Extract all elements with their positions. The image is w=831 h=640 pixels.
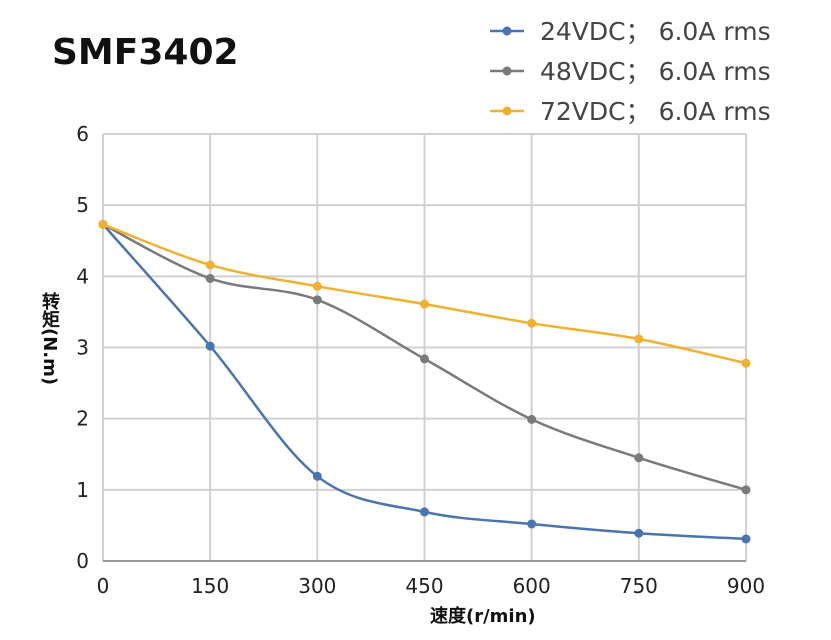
data-point [205,260,215,270]
y-axis-label: 转矩(N.m) [39,292,60,386]
legend-label: 48VDC； 6.0A rms [540,57,771,86]
y-tick-label: 2 [76,407,89,431]
chart-title: SMF3402 [52,32,239,73]
y-tick-label: 5 [76,193,89,217]
y-tick-label: 4 [76,264,89,288]
data-point [312,471,322,481]
x-axis-label: 速度(r/min) [430,606,536,627]
legend-marker [502,66,512,76]
data-point [312,281,322,291]
data-point [634,528,644,538]
data-point [420,507,429,517]
data-point [741,485,751,495]
x-tick-label: 300 [298,574,336,598]
x-tick-label: 450 [405,574,443,598]
data-point [634,453,644,463]
data-point [420,354,429,364]
legend-marker [502,106,512,116]
data-point [527,414,537,424]
data-point [205,273,215,283]
x-tick-label: 0 [97,574,110,598]
y-tick-label: 3 [76,336,89,360]
data-point [741,358,751,368]
y-tick-label: 0 [76,549,89,573]
x-tick-label: 900 [727,574,765,598]
data-point [527,318,537,328]
data-point [312,295,322,305]
data-point [205,341,215,351]
x-tick-label: 600 [513,574,551,598]
data-point [420,299,429,309]
data-point [741,534,751,544]
legend-label: 24VDC； 6.0A rms [540,17,771,46]
y-tick-label: 6 [76,122,89,146]
x-tick-label: 150 [191,574,229,598]
legend-marker [502,26,512,36]
x-tick-label: 750 [620,574,658,598]
y-tick-label: 1 [76,478,89,502]
data-point [634,334,644,344]
data-point [98,219,108,229]
legend-label: 72VDC； 6.0A rms [540,97,771,126]
data-point [527,519,537,529]
